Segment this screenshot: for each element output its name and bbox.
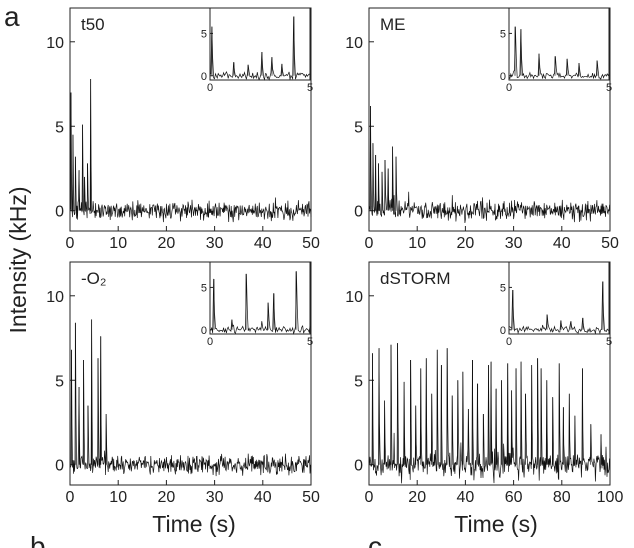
y-tick-label: 10	[46, 289, 64, 306]
plot-frame	[368, 7, 611, 232]
panel-letter-a: a	[4, 1, 20, 32]
x-tick-label: 100	[597, 489, 624, 506]
inset-plot: 0 5 0 5	[500, 7, 612, 94]
x-tick-label: 0	[66, 235, 75, 252]
inset-y-tick-label: 5	[201, 282, 207, 294]
x-tick-label: 50	[601, 235, 619, 252]
intensity-trace	[69, 78, 312, 223]
intensity-trace	[69, 319, 312, 477]
inset-plot-frame	[209, 7, 311, 81]
y-tick-label: 0	[354, 204, 363, 221]
x-tick-label: 40	[254, 235, 272, 252]
inset-y-tick-label: 0	[201, 325, 207, 337]
intensity-trace	[368, 343, 611, 484]
x-axis-label-right: Time (s)	[454, 511, 537, 537]
y-tick-label: 0	[354, 458, 363, 475]
intensity-trace	[368, 105, 611, 224]
inset-y-tick-label: 5	[500, 28, 506, 40]
x-tick-label: 20	[408, 489, 426, 506]
y-tick-label: 5	[354, 373, 363, 390]
inset-plot: 0 5 0 5	[500, 261, 612, 348]
x-tick-label: 20	[158, 235, 176, 252]
y-axis-label: Intensity (kHz)	[5, 187, 31, 334]
x-tick-label: 20	[158, 489, 176, 506]
inset-x-tick-label: 5	[307, 82, 313, 94]
inset-y-tick-label: 0	[500, 325, 506, 337]
x-tick-label: 50	[302, 489, 320, 506]
y-tick-label: 5	[55, 373, 64, 390]
inset-intensity-trace	[209, 16, 311, 81]
x-axis-label-left: Time (s)	[152, 511, 235, 537]
panel-letter-c: c	[368, 531, 382, 548]
x-tick-label: 40	[457, 489, 475, 506]
x-tick-label: 30	[206, 489, 224, 506]
x-tick-label: 80	[553, 489, 571, 506]
x-tick-label: 50	[302, 235, 320, 252]
x-tick-label: 40	[254, 489, 272, 506]
inset-x-tick-label: 5	[606, 82, 612, 94]
x-tick-label: 0	[365, 489, 374, 506]
inset-x-tick-label: 5	[606, 336, 612, 348]
inset-x-tick-label: 0	[207, 82, 213, 94]
x-tick-label: 10	[408, 235, 426, 252]
inset-x-tick-label: 5	[307, 336, 313, 348]
plot-frame	[69, 7, 312, 232]
x-tick-label: 0	[66, 489, 75, 506]
inset-intensity-trace	[508, 26, 610, 80]
x-tick-label: 20	[457, 235, 475, 252]
plot-frame	[368, 261, 611, 486]
x-tick-label: 10	[109, 235, 127, 252]
inset-plot-frame	[209, 261, 311, 335]
x-tick-label: 10	[109, 489, 127, 506]
x-tick-label: 0	[365, 235, 374, 252]
plot-frame	[69, 261, 312, 486]
inset-y-tick-label: 0	[500, 71, 506, 83]
panel-title: t50	[81, 15, 105, 34]
inset-plot: 0 5 0 5	[201, 261, 313, 348]
inset-plot-frame	[508, 7, 610, 81]
inset-intensity-trace	[508, 281, 610, 335]
inset-y-tick-label: 5	[500, 282, 506, 294]
panel-title: ME	[380, 15, 406, 34]
x-tick-label: 30	[206, 235, 224, 252]
panel-letter-b: b	[30, 531, 46, 548]
x-tick-label: 40	[553, 235, 571, 252]
y-tick-label: 10	[345, 35, 363, 52]
inset-plot-frame	[508, 261, 610, 335]
y-tick-label: 5	[55, 119, 64, 136]
x-tick-label: 30	[505, 235, 523, 252]
inset-plot: 0 5 0 5	[201, 7, 313, 94]
inset-x-tick-label: 0	[207, 336, 213, 348]
inset-x-tick-label: 0	[506, 336, 512, 348]
inset-y-tick-label: 5	[201, 28, 207, 40]
y-tick-label: 10	[345, 289, 363, 306]
inset-intensity-trace	[209, 271, 311, 335]
inset-y-tick-label: 0	[201, 71, 207, 83]
y-tick-label: 0	[55, 204, 64, 221]
panel-dstorm: 0 20 40 60 80 100 0 5 10 dSTORM 0 5 0 5	[345, 261, 624, 506]
y-tick-label: 5	[354, 119, 363, 136]
y-tick-label: 10	[46, 35, 64, 52]
inset-x-tick-label: 0	[506, 82, 512, 94]
x-tick-label: 60	[505, 489, 523, 506]
panel-title: dSTORM	[380, 269, 451, 288]
panel-title: -O₂	[81, 269, 106, 288]
y-tick-label: 0	[55, 458, 64, 475]
